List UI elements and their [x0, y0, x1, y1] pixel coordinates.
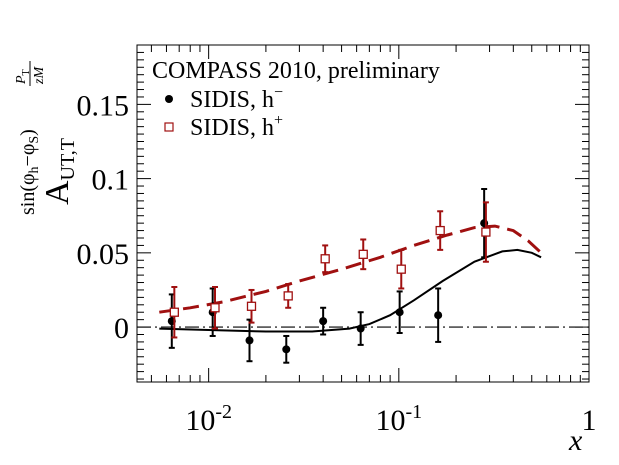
y-tick-label: 0.05 — [77, 238, 130, 271]
legend-label-h-plus: SIDIS, h+ — [190, 112, 283, 141]
legend-marker-h-plus — [164, 122, 174, 132]
legend-marker-h-minus — [165, 95, 173, 103]
data-points — [167, 188, 491, 364]
model-curve — [159, 248, 542, 333]
data-point — [395, 308, 404, 317]
y-axis-label: AUT,T sin(φh−φS) PT zM — [14, 61, 79, 215]
plot-frame — [136, 44, 590, 383]
data-point — [245, 336, 254, 345]
data-point — [210, 303, 220, 313]
data-point — [246, 301, 257, 311]
data-point — [169, 307, 179, 317]
data-point — [434, 311, 443, 320]
axis-ticks — [137, 45, 590, 382]
data-point — [319, 317, 328, 326]
legend-label-h-minus: SIDIS, h− — [190, 84, 283, 113]
data-point — [396, 264, 406, 274]
chart-title: COMPASS 2010, preliminary — [152, 58, 440, 84]
data-point — [320, 254, 330, 264]
y-tick-label: 0.1 — [92, 164, 130, 197]
data-point — [356, 324, 365, 333]
svg-text:zM: zM — [32, 66, 47, 85]
model-curve — [159, 224, 543, 314]
y-tick-label: 0.15 — [77, 89, 130, 122]
data-point — [481, 227, 491, 237]
data-point — [283, 291, 293, 301]
svg-text:sin(φh−φS): sin(φh−φS) — [17, 129, 42, 215]
x-axis-label: x — [568, 424, 583, 457]
x-tick-label: 10-1 — [375, 401, 422, 437]
axis-tick-labels: 10-2 10-1 1 0 0.05 0.1 0.15 — [77, 89, 597, 437]
model-curves — [159, 224, 543, 333]
x-tick-label: 1 — [582, 404, 597, 437]
data-point — [435, 225, 445, 236]
data-point — [480, 219, 489, 228]
svg-text:AUT,T: AUT,T — [39, 138, 79, 205]
data-point — [358, 249, 368, 259]
y-tick-label: 0 — [114, 312, 129, 345]
x-tick-label: 10-2 — [185, 401, 232, 437]
data-point — [282, 345, 291, 354]
svg-text:PT: PT — [14, 69, 32, 85]
